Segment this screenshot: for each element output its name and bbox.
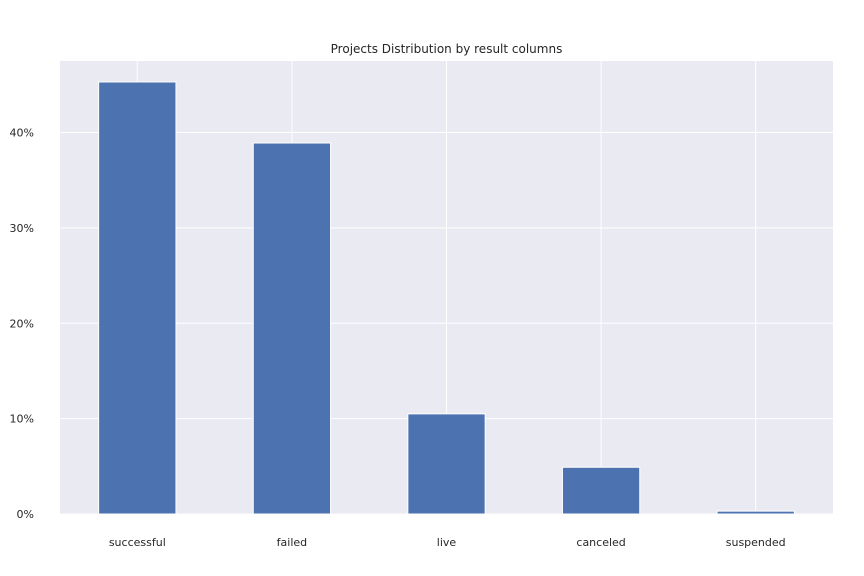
bars <box>98 81 795 515</box>
chart-title: Projects Distribution by result columns <box>331 42 563 56</box>
y-tick-label: 30% <box>10 222 34 235</box>
x-tick-label: canceled <box>576 536 625 549</box>
bar-canceled <box>561 466 641 515</box>
bar-successful <box>98 81 177 515</box>
y-tick-label: 40% <box>10 127 34 140</box>
x-tick-label: successful <box>109 536 166 549</box>
y-tick-label: 0% <box>17 508 34 521</box>
y-tick-labels: 0% 10% 20% 30% 40% <box>10 127 34 521</box>
bar-live <box>407 413 486 515</box>
bar-suspended <box>716 510 795 515</box>
x-tick-label: failed <box>277 536 307 549</box>
bar-failed <box>252 142 332 515</box>
x-tick-label: suspended <box>726 536 786 549</box>
x-tick-labels: successful failed live canceled suspended <box>109 536 786 549</box>
y-tick-label: 10% <box>10 413 34 426</box>
y-tick-label: 20% <box>10 317 34 330</box>
x-tick-label: live <box>437 536 457 549</box>
